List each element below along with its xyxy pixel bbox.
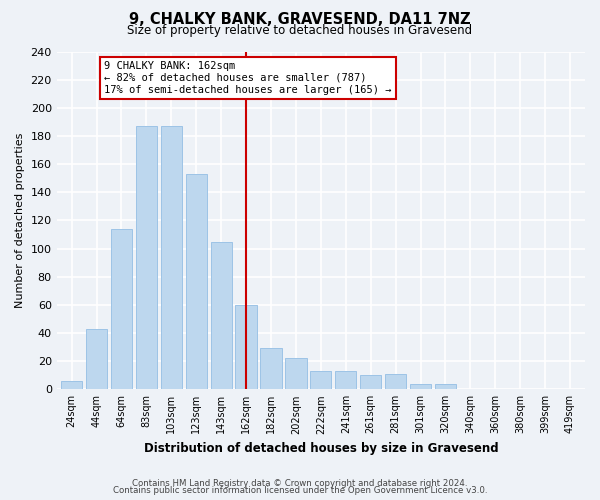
- Bar: [86, 329, 107, 390]
- Bar: [260, 348, 281, 390]
- Text: Contains HM Land Registry data © Crown copyright and database right 2024.: Contains HM Land Registry data © Crown c…: [132, 478, 468, 488]
- Bar: [310, 371, 331, 390]
- Bar: [111, 229, 132, 390]
- Bar: [61, 381, 82, 390]
- Bar: [435, 384, 456, 390]
- Bar: [161, 126, 182, 390]
- Bar: [360, 375, 381, 390]
- Text: 9, CHALKY BANK, GRAVESEND, DA11 7NZ: 9, CHALKY BANK, GRAVESEND, DA11 7NZ: [129, 12, 471, 28]
- Bar: [211, 242, 232, 390]
- Text: Contains public sector information licensed under the Open Government Licence v3: Contains public sector information licen…: [113, 486, 487, 495]
- Bar: [335, 371, 356, 390]
- Bar: [385, 374, 406, 390]
- Y-axis label: Number of detached properties: Number of detached properties: [15, 132, 25, 308]
- Bar: [410, 384, 431, 390]
- Bar: [286, 358, 307, 390]
- X-axis label: Distribution of detached houses by size in Gravesend: Distribution of detached houses by size …: [143, 442, 498, 455]
- Bar: [185, 174, 207, 390]
- Text: 9 CHALKY BANK: 162sqm
← 82% of detached houses are smaller (787)
17% of semi-det: 9 CHALKY BANK: 162sqm ← 82% of detached …: [104, 62, 392, 94]
- Bar: [136, 126, 157, 390]
- Bar: [235, 305, 257, 390]
- Text: Size of property relative to detached houses in Gravesend: Size of property relative to detached ho…: [127, 24, 473, 37]
